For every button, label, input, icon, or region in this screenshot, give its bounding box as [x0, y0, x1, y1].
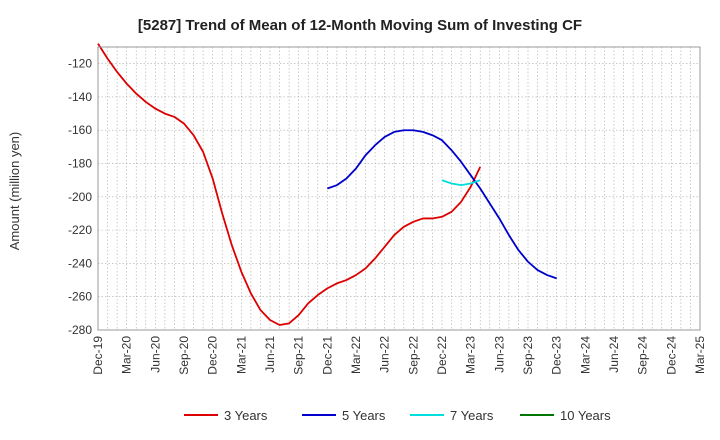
x-tick-label: Sep-24 [636, 336, 650, 375]
y-tick-label: -140 [68, 90, 92, 104]
x-tick-label: Dec-21 [320, 336, 334, 375]
y-tick-label: -180 [68, 157, 92, 171]
x-tick-label: Mar-21 [234, 336, 248, 374]
x-tick-label: Mar-23 [464, 336, 478, 374]
x-tick-label: Dec-23 [550, 336, 564, 375]
y-axis-label: Amount (million yen) [7, 132, 22, 251]
y-tick-label: -220 [68, 223, 92, 237]
x-tick-label: Sep-22 [406, 336, 420, 375]
legend-label: 3 Years [224, 408, 268, 423]
x-tick-label: Mar-20 [120, 336, 134, 374]
x-tick-label: Jun-22 [378, 336, 392, 373]
y-tick-labels: -120 -140 -160 -180 -200 -220 -240 -260 -280 [68, 57, 92, 337]
legend-label: 10 Years [560, 408, 611, 423]
plot-frame [97, 46, 701, 331]
x-tick-label: Mar-25 [693, 336, 707, 374]
y-tick-label: -240 [68, 256, 92, 270]
x-tick-label: Sep-21 [292, 336, 306, 375]
x-tick-label: Jun-23 [492, 336, 506, 373]
legend: 3 Years 5 Years 7 Years 10 Years [184, 408, 611, 423]
chart-title: [5287] Trend of Mean of 12-Month Moving … [138, 17, 582, 34]
y-tick-label: -200 [68, 190, 92, 204]
x-tick-labels: Dec-19 Mar-20 Jun-20 Sep-20 Dec-20 Mar-21 Jun-… [91, 336, 707, 375]
x-tick-label: Jun-21 [263, 336, 277, 373]
x-tick-label: Jun-20 [148, 336, 162, 373]
legend-label: 5 Years [342, 408, 386, 423]
series-line-5-years [327, 129, 557, 280]
series-line-3-years [97, 43, 482, 326]
y-tick-label: -160 [68, 123, 92, 137]
x-tick-label: Sep-23 [521, 336, 535, 375]
x-tick-label: Dec-24 [664, 336, 678, 375]
legend-label: 7 Years [450, 408, 494, 423]
series-line-7-years [441, 179, 481, 187]
grid-layer [98, 47, 700, 331]
x-tick-label: Dec-22 [435, 336, 449, 375]
x-tick-label: Jun-24 [607, 336, 621, 373]
x-tick-label: Sep-20 [177, 336, 191, 375]
x-tick-label: Dec-20 [206, 336, 220, 375]
y-tick-label: -280 [68, 323, 92, 337]
y-tick-label: -260 [68, 290, 92, 304]
x-tick-label: Dec-19 [91, 336, 105, 375]
x-tick-label: Mar-22 [349, 336, 363, 374]
x-tick-label: Mar-24 [578, 336, 592, 374]
series-layer [97, 43, 557, 326]
y-tick-label: -120 [68, 57, 92, 71]
